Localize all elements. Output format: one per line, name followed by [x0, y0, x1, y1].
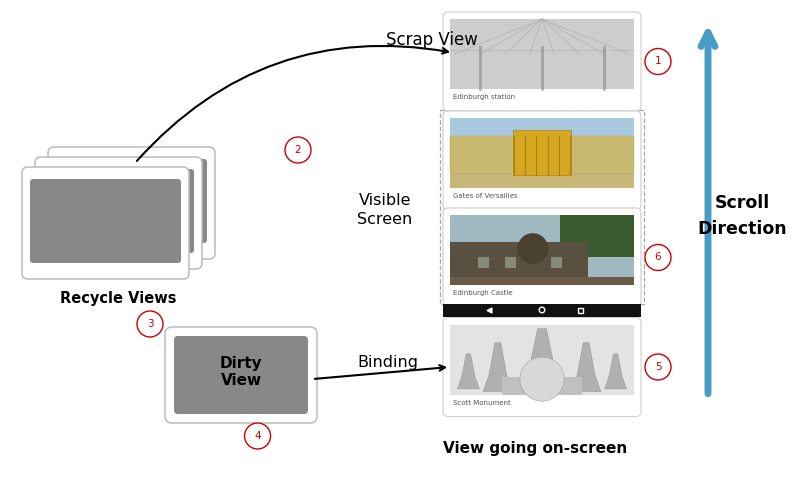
FancyBboxPatch shape	[48, 147, 215, 259]
Text: Recycle Views: Recycle Views	[60, 291, 177, 306]
FancyBboxPatch shape	[443, 317, 641, 416]
Text: Scott Monument: Scott Monument	[453, 400, 510, 406]
FancyBboxPatch shape	[443, 208, 641, 307]
Text: 2: 2	[294, 145, 302, 155]
FancyBboxPatch shape	[35, 157, 202, 269]
Circle shape	[245, 423, 270, 449]
Circle shape	[137, 311, 163, 337]
Bar	[450, 173, 634, 188]
Text: Scrap View: Scrap View	[386, 31, 478, 49]
FancyBboxPatch shape	[56, 159, 207, 243]
Circle shape	[520, 357, 564, 401]
Polygon shape	[571, 343, 601, 391]
Text: 4: 4	[254, 431, 261, 441]
Text: Dirty
View: Dirty View	[220, 356, 262, 388]
Bar	[506, 257, 516, 268]
Bar	[478, 257, 489, 268]
Circle shape	[518, 233, 548, 264]
Polygon shape	[605, 354, 626, 389]
Bar	[450, 215, 634, 285]
Bar	[450, 277, 634, 285]
Circle shape	[645, 354, 671, 380]
Text: Scroll
Direction: Scroll Direction	[697, 195, 787, 238]
Bar	[450, 325, 634, 394]
Text: Gates of Versailles: Gates of Versailles	[453, 194, 518, 199]
FancyBboxPatch shape	[165, 327, 317, 423]
Polygon shape	[483, 343, 513, 391]
Bar	[560, 215, 634, 257]
Bar	[443, 304, 641, 316]
Polygon shape	[520, 329, 564, 393]
Text: Edinburgh station: Edinburgh station	[453, 95, 515, 100]
FancyBboxPatch shape	[30, 179, 181, 263]
Circle shape	[645, 48, 671, 75]
Text: View going on-screen: View going on-screen	[443, 441, 627, 456]
FancyBboxPatch shape	[22, 167, 189, 279]
FancyBboxPatch shape	[443, 111, 641, 210]
Bar	[513, 130, 571, 175]
Bar	[450, 135, 520, 174]
Circle shape	[285, 137, 311, 163]
Bar	[564, 135, 634, 174]
FancyBboxPatch shape	[443, 12, 641, 111]
Bar	[450, 19, 634, 89]
Bar	[551, 257, 562, 268]
Text: Binding: Binding	[358, 356, 418, 370]
Text: Edinburgh Castle: Edinburgh Castle	[453, 291, 513, 296]
Bar	[450, 241, 588, 285]
Circle shape	[645, 245, 671, 271]
Bar	[578, 307, 583, 313]
FancyBboxPatch shape	[174, 336, 308, 414]
Bar	[502, 377, 582, 394]
Polygon shape	[458, 354, 479, 389]
Text: 5: 5	[654, 362, 662, 372]
Text: 3: 3	[146, 319, 154, 329]
FancyBboxPatch shape	[43, 169, 194, 253]
Text: 6: 6	[654, 252, 662, 262]
Bar	[450, 118, 634, 188]
Text: 1: 1	[654, 56, 662, 66]
Text: Visible
Screen: Visible Screen	[358, 193, 413, 228]
